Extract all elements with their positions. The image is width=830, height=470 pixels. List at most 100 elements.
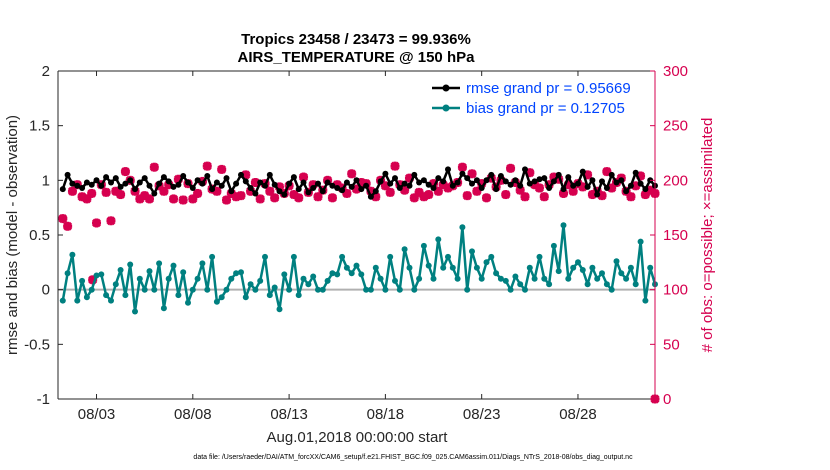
bias-point-64	[367, 286, 374, 293]
bias-point-77	[430, 275, 437, 282]
rmse-point-106	[570, 182, 577, 189]
rmse-point-101	[546, 185, 553, 191]
rmse-point-98	[531, 178, 538, 185]
mark-fill-h	[58, 217, 68, 221]
bias-point-61	[353, 262, 360, 269]
rmse-point-90	[493, 186, 500, 193]
mark-fill-h	[568, 189, 578, 193]
assimilated-mark-6	[87, 188, 97, 198]
rmse-point-38	[242, 178, 249, 185]
mark-fill-h	[289, 192, 299, 197]
mark-fill-h	[169, 197, 179, 201]
y2-tick-label-2: 100	[663, 282, 688, 299]
bias-point-96	[522, 286, 528, 293]
rmse-point-4	[79, 185, 86, 191]
bias-point-16	[136, 275, 143, 282]
y2-tick-label-6: 300	[663, 63, 688, 80]
mark-fill-h	[299, 175, 309, 179]
mark-fill-h	[63, 224, 73, 228]
bias-point-24	[175, 292, 182, 299]
assimilated-mark-43	[265, 186, 275, 196]
bias-point-120	[637, 238, 644, 245]
mark-fill-h	[222, 198, 232, 202]
rmse-point-34	[223, 175, 230, 182]
assimilated-mark-33	[217, 164, 227, 174]
bias-point-74	[416, 275, 423, 282]
assimilated-mark-41	[255, 194, 265, 204]
mark-fill-h	[583, 173, 593, 177]
bias-point-78	[435, 236, 442, 243]
rmse-point-9	[103, 174, 110, 181]
mark-fill-h	[255, 197, 265, 201]
rmse-point-6	[88, 181, 95, 188]
bias-point-105	[565, 275, 572, 282]
legend-marker-rmse	[442, 84, 450, 92]
rmse-point-17	[141, 175, 148, 182]
bias-point-37	[238, 269, 244, 276]
bias-point-49	[295, 292, 302, 299]
rmse-point-11	[112, 175, 119, 182]
assimilated-mark-93	[506, 163, 516, 173]
bias-point-99	[536, 253, 543, 260]
y2-tick-label-3: 150	[663, 227, 688, 244]
rmse-point-23	[170, 183, 177, 190]
rmse-point-112	[599, 178, 605, 185]
rmse-point-99	[536, 176, 543, 183]
mark-fill-h	[270, 196, 280, 200]
rmse-point-47	[286, 180, 293, 187]
assimilated-mark-2	[67, 186, 77, 196]
y-tick-label-2: 0	[42, 282, 50, 299]
bias-point-34	[223, 286, 230, 293]
bias-point-2	[69, 251, 76, 258]
mark-fill-h	[607, 186, 617, 190]
mark-fill-h	[111, 189, 121, 193]
rmse-point-57	[334, 185, 341, 191]
rmse-point-43	[266, 171, 273, 178]
rmse-point-113	[603, 185, 610, 191]
mark-fill-h	[120, 169, 130, 174]
rmse-point-51	[305, 189, 312, 196]
bias-point-98	[531, 275, 538, 282]
bias-point-92	[502, 277, 509, 284]
mark-fill-h	[149, 165, 159, 169]
mark-fill-h	[313, 195, 323, 199]
rmse-point-50	[300, 179, 307, 186]
mark-fill-h	[404, 176, 414, 180]
mark-fill-h	[534, 186, 544, 190]
rmse-point-92	[502, 178, 509, 185]
bias-point-1	[64, 270, 71, 277]
assimilated-mark-56	[327, 193, 337, 203]
plot-area	[58, 71, 655, 399]
rmse-point-35	[228, 188, 235, 195]
bias-point-106	[570, 264, 577, 271]
mark-fill-h	[116, 192, 126, 197]
mark-fill-h	[429, 182, 439, 186]
assimilated-mark-84	[462, 191, 472, 201]
rmse-point-19	[151, 190, 158, 197]
assimilated-mark-30	[202, 161, 212, 171]
rmse-point-41	[257, 179, 264, 186]
rmse-point-83	[459, 170, 466, 177]
chart-subtitle: AIRS_TEMPERATURE @ 150 hPa	[238, 49, 476, 66]
bias-point-103	[555, 268, 562, 275]
rmse-point-37	[238, 171, 244, 178]
x-tick-label-3: 08/18	[367, 406, 405, 423]
mark-fill-h	[342, 191, 352, 196]
rmse-point-78	[435, 175, 442, 182]
rmse-point-22	[165, 178, 172, 185]
bias-point-29	[199, 260, 206, 267]
y2-axis-label: # of obs: o=possible; ×=assimilated	[699, 118, 716, 353]
bias-point-68	[387, 253, 394, 260]
rmse-point-14	[127, 177, 134, 184]
bias-point-52	[310, 273, 317, 280]
bias-point-56	[329, 270, 336, 277]
bias-point-17	[141, 286, 148, 293]
rmse-point-40	[252, 190, 259, 197]
mark-fill-h	[539, 195, 549, 199]
bias-point-110	[589, 264, 596, 271]
rmse-point-115	[613, 179, 620, 186]
mark-fill-h	[347, 172, 357, 176]
bias-point-32	[213, 298, 220, 305]
mark-fill-h	[101, 190, 111, 194]
